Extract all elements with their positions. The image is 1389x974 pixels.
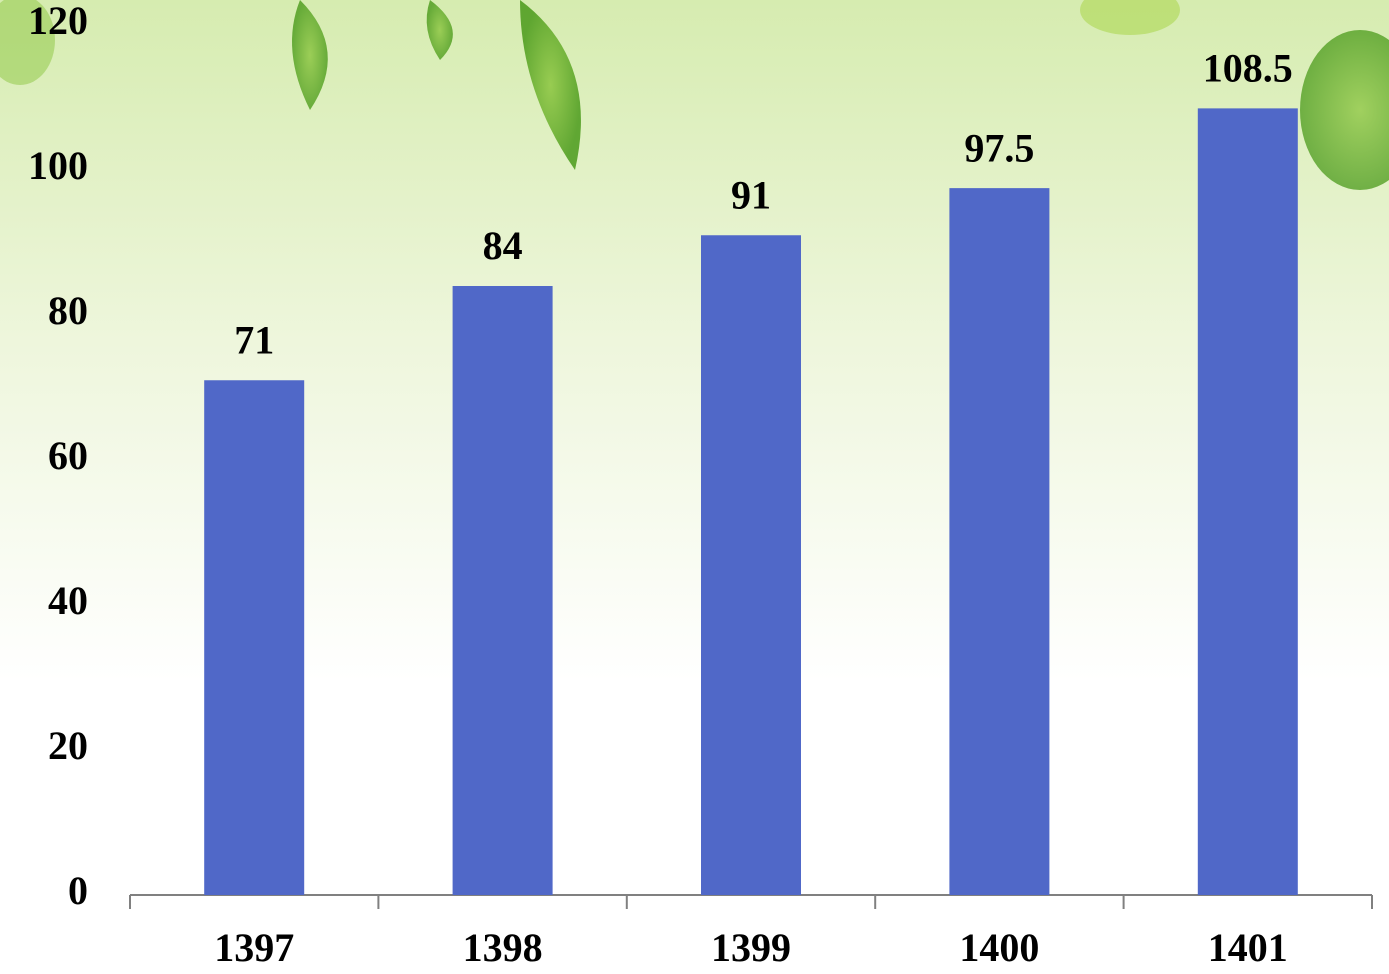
data-label: 108.5 bbox=[1203, 46, 1293, 91]
bar bbox=[204, 380, 305, 895]
x-tick-label: 1399 bbox=[711, 925, 791, 970]
y-tick-label: 120 bbox=[28, 0, 88, 43]
data-label: 84 bbox=[483, 223, 523, 268]
leaf-decoration bbox=[1080, 0, 1180, 35]
leaf-decoration bbox=[1300, 30, 1389, 190]
leaf-decoration bbox=[292, 0, 328, 110]
data-label: 97.5 bbox=[964, 125, 1034, 170]
data-label: 71 bbox=[234, 317, 274, 362]
y-tick-label: 40 bbox=[48, 578, 88, 623]
leaf-decoration bbox=[520, 0, 581, 170]
y-tick-label: 20 bbox=[48, 723, 88, 768]
leaf-decoration bbox=[0, 0, 55, 85]
x-tick-label: 1400 bbox=[959, 925, 1039, 970]
x-tick-label: 1398 bbox=[463, 925, 543, 970]
data-label: 91 bbox=[731, 172, 771, 217]
y-tick-label: 60 bbox=[48, 433, 88, 478]
bar bbox=[701, 235, 801, 895]
x-tick-label: 1397 bbox=[214, 925, 294, 970]
bar bbox=[1197, 108, 1298, 895]
y-tick-label: 0 bbox=[68, 868, 88, 913]
y-tick-label: 80 bbox=[48, 288, 88, 333]
y-tick-label: 100 bbox=[28, 143, 88, 188]
bar bbox=[949, 188, 1050, 895]
bar bbox=[452, 286, 553, 895]
x-tick-label: 1401 bbox=[1208, 925, 1288, 970]
leaf-decoration bbox=[426, 0, 453, 60]
